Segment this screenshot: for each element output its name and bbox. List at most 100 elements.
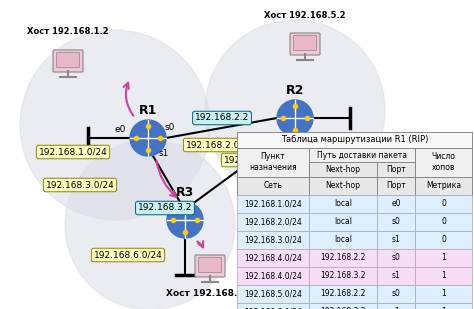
Text: 0: 0: [441, 217, 446, 226]
Text: local: local: [334, 217, 352, 226]
Bar: [377, 249, 415, 267]
Bar: [415, 177, 472, 195]
Text: s0: s0: [392, 253, 401, 262]
Text: s0: s0: [165, 124, 175, 133]
FancyBboxPatch shape: [290, 33, 320, 55]
FancyBboxPatch shape: [56, 53, 80, 67]
Text: 1: 1: [441, 289, 446, 298]
Text: Порт: Порт: [386, 165, 406, 174]
Circle shape: [130, 120, 166, 156]
Bar: [377, 195, 415, 213]
Bar: [309, 177, 377, 195]
Bar: [415, 148, 472, 177]
Bar: [237, 213, 309, 231]
Bar: [237, 303, 309, 309]
Text: Next-hop: Next-hop: [326, 181, 361, 190]
Text: 192.168.4.0/24: 192.168.4.0/24: [244, 271, 302, 280]
Bar: [377, 177, 415, 195]
Bar: [309, 213, 377, 231]
Bar: [309, 163, 377, 177]
Bar: [237, 148, 309, 177]
Text: s1: s1: [159, 150, 169, 159]
Text: Next-hop: Next-hop: [326, 165, 361, 174]
Text: 192.168.5.0/24: 192.168.5.0/24: [244, 289, 302, 298]
Text: 192.168.4.0/24: 192.168.4.0/24: [244, 253, 302, 262]
Text: 192.168.2.2: 192.168.2.2: [320, 289, 365, 298]
Text: R1: R1: [139, 104, 157, 117]
Text: 192.168.2.2: 192.168.2.2: [195, 113, 249, 122]
Bar: [377, 213, 415, 231]
Bar: [237, 285, 309, 303]
Text: local: local: [334, 199, 352, 208]
Text: Хост 192.168.1.2: Хост 192.168.1.2: [27, 28, 109, 36]
FancyBboxPatch shape: [195, 255, 225, 277]
Bar: [309, 249, 377, 267]
FancyBboxPatch shape: [199, 257, 221, 273]
Text: 192.168.2.0/24: 192.168.2.0/24: [244, 217, 302, 226]
Text: 1: 1: [441, 253, 446, 262]
Text: s1: s1: [392, 271, 401, 280]
Text: Путь доставки пакета: Путь доставки пакета: [317, 151, 407, 160]
Circle shape: [167, 202, 203, 238]
FancyBboxPatch shape: [293, 36, 317, 50]
Bar: [237, 249, 309, 267]
Bar: [237, 267, 309, 285]
Text: s1: s1: [392, 235, 401, 244]
Text: s1: s1: [392, 307, 401, 309]
Text: 192.168.3.0/24: 192.168.3.0/24: [244, 235, 302, 244]
Circle shape: [20, 30, 210, 220]
Circle shape: [205, 20, 385, 200]
Text: 192.168.2.0/24: 192.168.2.0/24: [186, 141, 255, 150]
Text: 192.168.3.2: 192.168.3.2: [320, 271, 366, 280]
Text: R3: R3: [176, 186, 194, 199]
Bar: [237, 195, 309, 213]
Circle shape: [277, 100, 313, 136]
Bar: [309, 148, 415, 163]
Bar: [309, 285, 377, 303]
Bar: [309, 195, 377, 213]
Text: e0: e0: [114, 125, 126, 134]
Text: Метрика: Метрика: [426, 181, 461, 190]
Bar: [415, 213, 472, 231]
Text: local: local: [334, 235, 352, 244]
Circle shape: [65, 140, 235, 309]
Text: 192.168.4.0/24: 192.168.4.0/24: [224, 155, 292, 164]
Text: Сеть: Сеть: [264, 181, 283, 190]
Bar: [415, 249, 472, 267]
Text: 1: 1: [441, 271, 446, 280]
Bar: [309, 231, 377, 249]
Text: 192.168.6.0/24: 192.168.6.0/24: [244, 307, 302, 309]
Bar: [377, 267, 415, 285]
Text: 192.168.5.0/24: 192.168.5.0/24: [320, 143, 389, 153]
Bar: [415, 231, 472, 249]
Bar: [377, 285, 415, 303]
Text: e0: e0: [391, 199, 401, 208]
Text: Хост 192.168.6.2: Хост 192.168.6.2: [166, 289, 254, 298]
Text: R2: R2: [286, 84, 304, 97]
Text: Число
хопов: Число хопов: [431, 152, 456, 172]
Text: 192.168.1.0/24: 192.168.1.0/24: [38, 147, 108, 156]
Bar: [415, 285, 472, 303]
Bar: [415, 267, 472, 285]
Text: 192.168.3.0/24: 192.168.3.0/24: [46, 180, 114, 189]
Bar: [377, 163, 415, 177]
Text: 192.168.3.2: 192.168.3.2: [138, 204, 192, 213]
Text: s0: s0: [392, 289, 401, 298]
FancyBboxPatch shape: [53, 50, 83, 72]
Bar: [377, 231, 415, 249]
Text: 1: 1: [441, 307, 446, 309]
Text: 192.168.2.2: 192.168.2.2: [320, 253, 365, 262]
Bar: [237, 132, 472, 148]
Bar: [309, 303, 377, 309]
Text: s0: s0: [392, 217, 401, 226]
Bar: [415, 303, 472, 309]
Text: 192.168.1.0/24: 192.168.1.0/24: [244, 199, 302, 208]
Text: Пункт
назначения: Пункт назначения: [249, 152, 297, 172]
Text: Хост 192.168.5.2: Хост 192.168.5.2: [264, 11, 346, 19]
Text: 0: 0: [441, 235, 446, 244]
Text: Таблица маршрутизации R1 (RIP): Таблица маршрутизации R1 (RIP): [281, 136, 428, 145]
Text: 0: 0: [441, 199, 446, 208]
Bar: [237, 177, 309, 195]
Text: 192.168.3.2: 192.168.3.2: [320, 307, 366, 309]
Text: 192.168.6.0/24: 192.168.6.0/24: [94, 251, 163, 260]
